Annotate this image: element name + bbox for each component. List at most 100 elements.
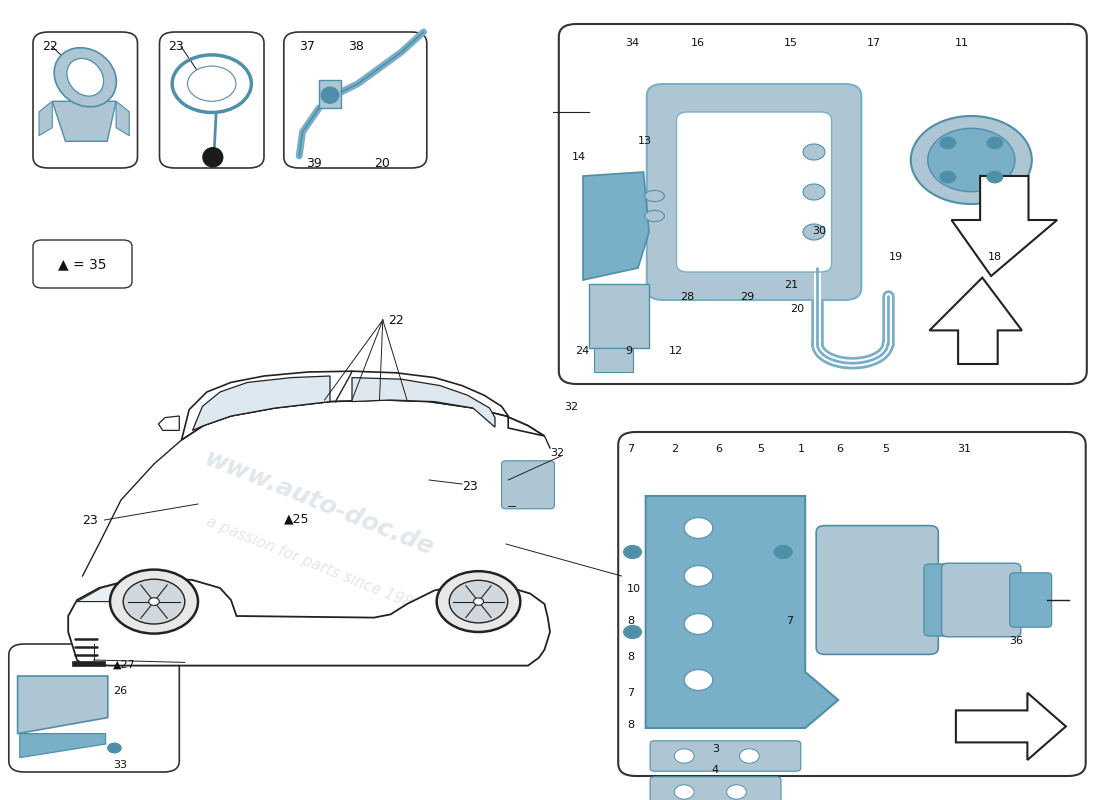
Text: 33: 33	[113, 760, 128, 770]
Polygon shape	[68, 578, 550, 666]
Polygon shape	[588, 284, 649, 348]
Ellipse shape	[645, 190, 664, 202]
Polygon shape	[182, 371, 544, 440]
Ellipse shape	[645, 210, 664, 222]
Text: 6: 6	[715, 444, 722, 454]
Text: ▲27: ▲27	[113, 660, 136, 670]
Circle shape	[774, 546, 792, 558]
Text: 8: 8	[627, 616, 634, 626]
Polygon shape	[956, 693, 1066, 760]
Text: 17: 17	[867, 38, 881, 49]
Circle shape	[911, 116, 1032, 204]
Ellipse shape	[321, 87, 339, 103]
Circle shape	[110, 570, 198, 634]
Polygon shape	[192, 376, 330, 430]
Text: 32: 32	[550, 448, 564, 458]
Text: 26: 26	[113, 686, 128, 695]
Text: 13: 13	[638, 136, 652, 146]
Polygon shape	[583, 172, 649, 280]
Circle shape	[674, 749, 694, 763]
Text: a passion for parts since 1985: a passion for parts since 1985	[204, 514, 424, 614]
Text: 34: 34	[625, 38, 639, 49]
Circle shape	[684, 566, 713, 586]
Text: 4: 4	[712, 765, 718, 774]
Ellipse shape	[202, 148, 222, 167]
Circle shape	[624, 546, 641, 558]
Text: 6: 6	[836, 444, 843, 454]
Text: 1: 1	[798, 444, 804, 454]
Text: 3: 3	[712, 744, 718, 754]
Ellipse shape	[67, 58, 103, 96]
Circle shape	[727, 785, 747, 799]
Circle shape	[739, 749, 759, 763]
Circle shape	[624, 626, 641, 638]
Circle shape	[449, 580, 508, 623]
Circle shape	[684, 670, 713, 690]
Text: ▲25: ▲25	[284, 512, 309, 525]
Text: 39: 39	[306, 157, 321, 170]
Circle shape	[940, 138, 956, 149]
Polygon shape	[72, 661, 104, 666]
Text: 22: 22	[388, 314, 404, 326]
Circle shape	[473, 598, 484, 606]
Circle shape	[148, 598, 159, 606]
Circle shape	[940, 171, 956, 182]
Text: 21: 21	[784, 280, 799, 290]
Text: 11: 11	[955, 38, 969, 49]
Text: 37: 37	[299, 40, 315, 53]
Text: 23: 23	[462, 480, 477, 493]
Polygon shape	[53, 102, 117, 142]
Text: 19: 19	[889, 252, 903, 262]
Text: 10: 10	[627, 584, 641, 594]
Text: 12: 12	[669, 346, 683, 355]
Text: 8: 8	[627, 720, 634, 730]
Text: 18: 18	[988, 252, 1002, 262]
FancyBboxPatch shape	[650, 777, 781, 800]
Text: 7: 7	[627, 688, 634, 698]
Polygon shape	[594, 348, 632, 372]
Circle shape	[187, 66, 236, 102]
Polygon shape	[20, 734, 106, 758]
Text: 29: 29	[740, 292, 755, 302]
Ellipse shape	[54, 48, 117, 107]
Circle shape	[684, 518, 713, 538]
Text: 9: 9	[625, 346, 631, 355]
Text: 20: 20	[374, 157, 389, 170]
Polygon shape	[158, 416, 179, 430]
Circle shape	[803, 144, 825, 160]
Text: 15: 15	[784, 38, 799, 49]
FancyBboxPatch shape	[502, 461, 554, 509]
FancyBboxPatch shape	[1010, 573, 1052, 627]
Text: 20: 20	[790, 304, 804, 314]
Text: 8: 8	[627, 652, 634, 662]
Text: 23: 23	[82, 514, 98, 526]
FancyBboxPatch shape	[924, 564, 979, 636]
Circle shape	[437, 571, 520, 632]
Text: 36: 36	[1009, 636, 1023, 646]
Text: 38: 38	[348, 40, 363, 53]
Text: 24: 24	[575, 346, 590, 355]
Polygon shape	[952, 176, 1057, 276]
Text: 2: 2	[671, 444, 678, 454]
FancyBboxPatch shape	[942, 563, 1021, 637]
Polygon shape	[40, 102, 53, 136]
Text: 23: 23	[168, 40, 184, 53]
Circle shape	[684, 614, 713, 634]
Text: 31: 31	[957, 444, 971, 454]
Text: ▲ = 35: ▲ = 35	[58, 257, 107, 271]
Text: 5: 5	[882, 444, 889, 454]
Circle shape	[674, 785, 694, 799]
Text: 28: 28	[680, 292, 694, 302]
Text: 7: 7	[627, 444, 634, 454]
Circle shape	[108, 743, 121, 753]
Polygon shape	[77, 580, 132, 602]
Polygon shape	[18, 676, 108, 734]
FancyBboxPatch shape	[816, 526, 938, 654]
Polygon shape	[646, 496, 838, 728]
FancyBboxPatch shape	[650, 741, 801, 771]
Text: 32: 32	[564, 402, 579, 411]
FancyBboxPatch shape	[647, 84, 861, 300]
Circle shape	[987, 138, 1002, 149]
Text: www.auto-doc.de: www.auto-doc.de	[200, 447, 438, 561]
Text: 16: 16	[691, 38, 705, 49]
